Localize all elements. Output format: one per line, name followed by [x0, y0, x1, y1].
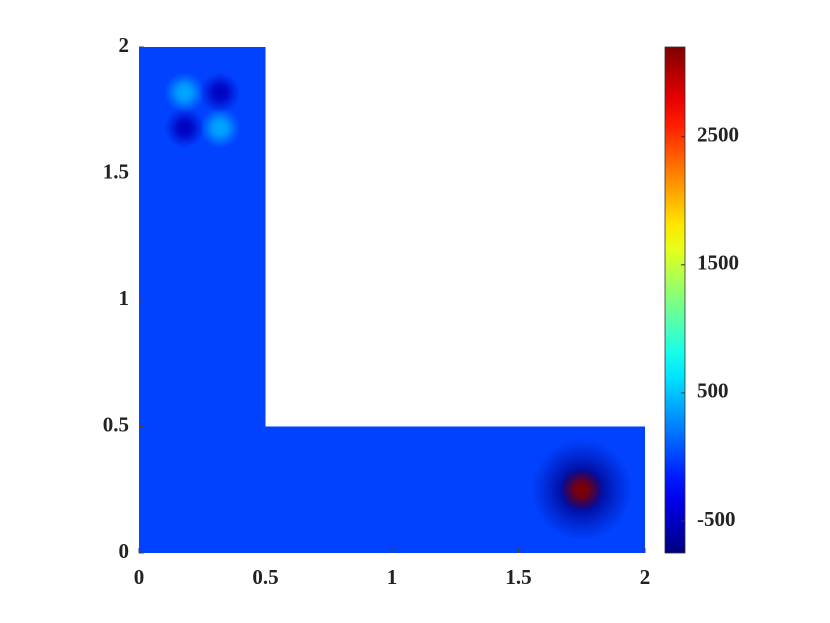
y-tick-label: 1	[119, 286, 130, 310]
field	[164, 72, 633, 541]
peak	[199, 107, 241, 149]
x-tick-label: 0.5	[252, 565, 278, 589]
colorbar	[664, 46, 686, 554]
colorbar-tick-label: 500	[697, 379, 729, 403]
peak	[164, 107, 205, 149]
colorbar-tick-label: 1500	[697, 251, 739, 275]
y-tick-label: 2	[119, 33, 130, 57]
x-tick-label: 1	[387, 565, 398, 589]
x-tick-label: 0	[134, 565, 145, 589]
peak	[199, 72, 241, 113]
y-tick-label: 0	[119, 539, 130, 563]
x-tick-label: 1.5	[505, 565, 531, 589]
colorbar-tick-label: 2500	[697, 122, 739, 146]
peak	[560, 468, 604, 512]
x-tick-label: 2	[640, 565, 651, 589]
colorbar-tick-label: -500	[697, 507, 736, 531]
peak	[164, 72, 205, 113]
domain-background	[139, 47, 645, 553]
y-tick-label: 1.5	[103, 159, 129, 183]
y-tick-label: 0.5	[103, 412, 129, 436]
